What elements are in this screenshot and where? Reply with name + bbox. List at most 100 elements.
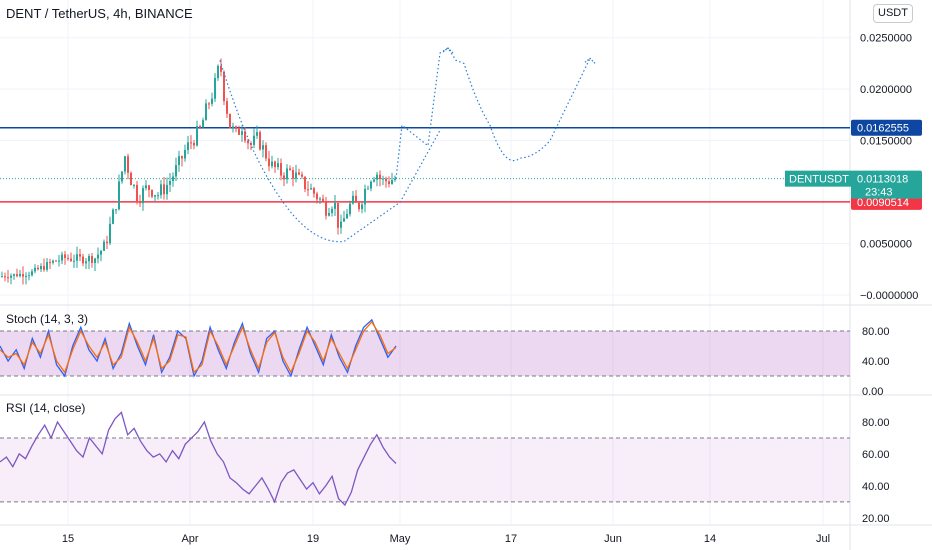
x-tick-label: Apr — [181, 533, 198, 545]
candle-body — [172, 176, 174, 182]
candle-body — [274, 161, 276, 168]
stoch-pane[interactable] — [0, 318, 850, 378]
price-tick-label: 0.0050000 — [860, 238, 912, 250]
candle-body — [154, 195, 156, 197]
candle-body — [211, 98, 213, 104]
candle-body — [76, 254, 78, 261]
rsi-band — [0, 437, 850, 502]
candle-body — [208, 103, 210, 105]
candle-body — [340, 221, 342, 228]
candle-body — [286, 168, 288, 180]
candle-body — [28, 275, 30, 277]
candle-body — [256, 132, 258, 136]
candle-body — [31, 271, 33, 276]
candle-body — [43, 266, 45, 270]
candle-body — [268, 158, 270, 167]
candle-body — [64, 254, 66, 258]
candle-body — [205, 103, 207, 121]
candle-body — [247, 140, 249, 144]
stoch-line — [0, 320, 397, 374]
candle-body — [337, 202, 339, 228]
candle-body — [85, 261, 87, 264]
candle-body — [217, 65, 219, 78]
candle-body — [136, 184, 138, 202]
candle-body — [199, 126, 201, 128]
candle-body — [220, 65, 222, 72]
candle-body — [34, 267, 36, 272]
candle-body — [1, 276, 3, 278]
candle-body — [310, 188, 312, 190]
candle-body — [202, 120, 204, 128]
candle-body — [235, 126, 237, 129]
price-tick-label: 0.0200000 — [860, 84, 912, 96]
candle-body — [322, 198, 324, 201]
stoch-band — [0, 331, 850, 376]
candle-body — [100, 250, 102, 255]
candle-body — [124, 156, 126, 172]
level-price-tag — [851, 119, 922, 136]
candle-body — [271, 161, 273, 167]
candle-body — [37, 267, 39, 270]
candle-body — [346, 214, 348, 219]
candle-body — [52, 260, 54, 263]
price-tick-label: 0.0250000 — [860, 33, 912, 45]
candle-body — [109, 223, 111, 244]
candle-body — [118, 181, 120, 210]
rsi-line — [0, 411, 397, 507]
candle-body — [163, 184, 165, 195]
candle-body — [259, 132, 261, 150]
x-tick-label: 15 — [62, 533, 74, 545]
candle-body — [73, 260, 75, 262]
candle-body — [379, 174, 381, 179]
symbol-price-value: 0.0113018 — [857, 174, 908, 186]
candle-body — [358, 202, 360, 210]
candle-body — [19, 274, 21, 277]
candle-body — [178, 156, 180, 166]
rsi-tick-label: 60.00 — [862, 449, 890, 461]
candle-body — [40, 266, 42, 270]
candle-body — [325, 200, 327, 216]
candle-body — [58, 260, 60, 262]
candle-body — [67, 257, 69, 259]
candle-body — [292, 170, 294, 179]
candle-body — [127, 156, 129, 173]
candle-body — [349, 203, 351, 215]
symbol-price-tag — [851, 170, 922, 199]
axes: 0.0250000 0.0200000 0.0150000 0.0050000 −0.0… — [62, 33, 919, 545]
candle-body — [133, 184, 135, 186]
candle-body — [25, 275, 27, 277]
candle-body — [355, 195, 357, 203]
level-price-label: 0.0090514 — [857, 197, 909, 209]
currency-unit-button[interactable]: USDT — [873, 4, 913, 23]
candle-body — [352, 195, 354, 204]
x-tick-label: 19 — [307, 533, 319, 545]
candle-body — [70, 258, 72, 261]
candle-body — [193, 143, 195, 146]
candle-body — [115, 209, 117, 211]
candle-body — [46, 262, 48, 270]
candle-body — [376, 174, 378, 180]
candle-body — [181, 156, 183, 159]
candle-body — [343, 218, 345, 222]
candle-body — [289, 168, 291, 171]
candle-body — [190, 142, 192, 144]
projection-arrow — [584, 57, 596, 64]
candle-body — [313, 188, 315, 194]
candle-body — [112, 209, 114, 224]
candle-body — [370, 181, 372, 189]
candle-body — [223, 71, 225, 102]
candle-body — [79, 254, 81, 257]
candle-body — [229, 113, 231, 128]
candle-body — [298, 172, 300, 175]
candle-body — [295, 172, 297, 179]
rsi-pane[interactable] — [0, 411, 850, 507]
candle-body — [82, 256, 84, 264]
rsi-tick-label: 40.00 — [862, 481, 890, 493]
candle-body — [283, 175, 285, 180]
candle-body — [385, 178, 387, 182]
stoch-tick-label: 0.00 — [862, 386, 883, 398]
candle-body — [55, 260, 57, 262]
candle-body — [196, 126, 198, 146]
candle-body — [22, 274, 24, 277]
